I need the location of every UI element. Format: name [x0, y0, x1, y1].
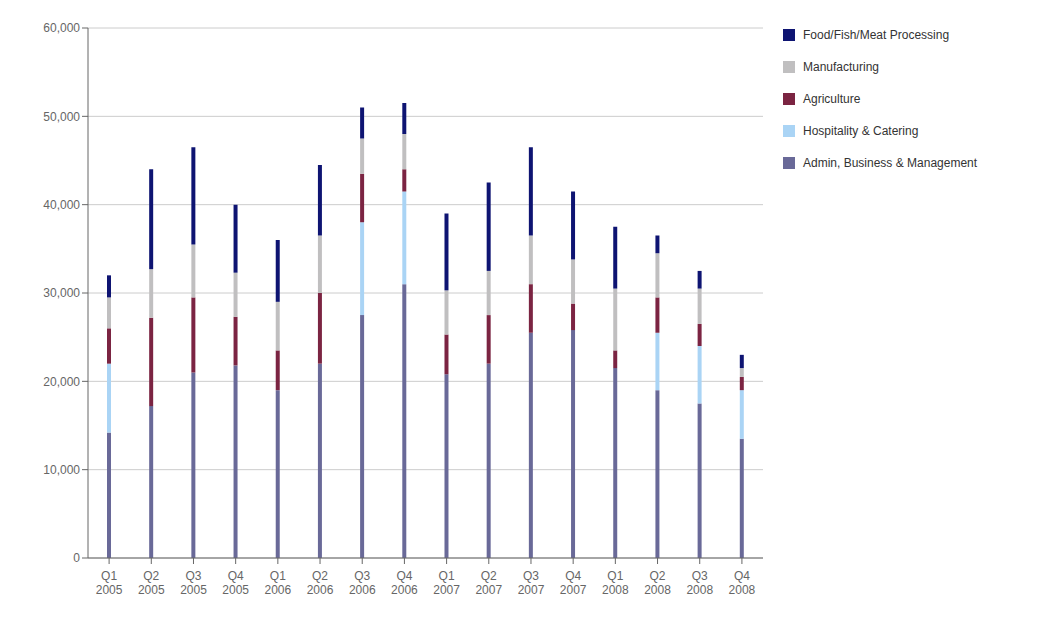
svg-text:Q22006: Q22006: [307, 569, 334, 597]
svg-text:Q22005: Q22005: [138, 569, 165, 597]
svg-text:Q42006: Q42006: [391, 569, 418, 597]
html-text:Manufacturing: Manufacturing: [803, 60, 879, 74]
svg-text:50,000: 50,000: [43, 110, 80, 124]
svg-text:20,000: 20,000: [43, 375, 80, 389]
svg-text:Q42008: Q42008: [729, 569, 756, 597]
svg-text:Q12006: Q12006: [264, 569, 291, 597]
svg-text:Q12007: Q12007: [433, 569, 460, 597]
svg-text:Q32007: Q32007: [518, 569, 545, 597]
svg-text:Q22007: Q22007: [475, 569, 502, 597]
svg-text:Q12008: Q12008: [602, 569, 629, 597]
html-text:Admin, Business & Management: Admin, Business & Management: [803, 156, 978, 170]
svg-text:60,000: 60,000: [43, 21, 80, 35]
svg-text:Q32006: Q32006: [349, 569, 376, 597]
svg-text:10,000: 10,000: [43, 463, 80, 477]
html-text:Food/Fish/Meat Processing: Food/Fish/Meat Processing: [803, 28, 950, 42]
svg-text:Q22008: Q22008: [644, 569, 671, 597]
svg-text:30,000: 30,000: [43, 286, 80, 300]
svg-text:Q32005: Q32005: [180, 569, 207, 597]
html-text:Agriculture: Agriculture: [803, 92, 861, 106]
svg-text:Q12005: Q12005: [96, 569, 123, 597]
svg-text:40,000: 40,000: [43, 198, 80, 212]
svg-text:0: 0: [73, 551, 80, 565]
svg-text:Q32008: Q32008: [686, 569, 713, 597]
svg-text:Q42007: Q42007: [560, 569, 587, 597]
svg-text:Q42005: Q42005: [222, 569, 249, 597]
html-text:Hospitality & Catering: Hospitality & Catering: [803, 124, 919, 138]
